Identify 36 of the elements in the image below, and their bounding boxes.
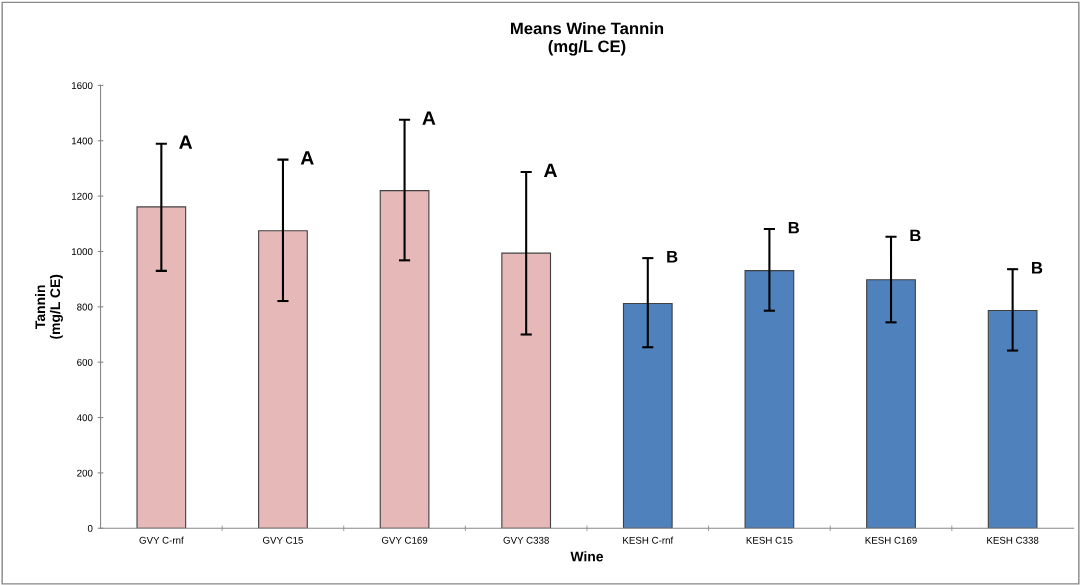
y-tick-label: 200 xyxy=(77,469,93,477)
annotation: B xyxy=(910,229,921,242)
annotation: B xyxy=(788,221,799,234)
annotation: B xyxy=(667,250,678,263)
y-tick-label: 400 xyxy=(76,414,93,422)
y-tick-label: 1400 xyxy=(72,137,93,145)
x-tick-label: KESH C169 xyxy=(865,536,917,544)
annotation: A xyxy=(300,151,314,165)
bar xyxy=(136,206,187,529)
bar xyxy=(987,309,1038,529)
x-tick-label: GVY C338 xyxy=(503,536,549,544)
bar xyxy=(622,302,673,529)
chart-title: Means Wine Tannin (mg/L CE) xyxy=(511,22,664,56)
bar xyxy=(866,279,916,529)
y-tick-label: 0 xyxy=(87,524,93,532)
x-axis-title: Wine xyxy=(570,551,604,562)
x-tick-label: KESH C15 xyxy=(746,536,793,544)
x-tick-label: KESH C-rnf xyxy=(623,536,674,544)
bar xyxy=(258,230,308,529)
annotation: A xyxy=(543,163,558,178)
annotation: A xyxy=(422,111,436,125)
y-tick-label: 1000 xyxy=(72,248,93,256)
y-tick-label: 1600 xyxy=(72,82,93,90)
y-tick-label: 1200 xyxy=(72,192,93,200)
annotation: A xyxy=(179,135,193,149)
y-tick-label: 600 xyxy=(77,358,93,366)
x-tick-label: KESH C338 xyxy=(987,536,1039,544)
y-axis-title: Tannin (mg/L CE) xyxy=(34,274,63,339)
bar xyxy=(501,252,552,529)
x-tick-label: GVY C169 xyxy=(381,536,428,544)
bar xyxy=(744,270,795,529)
y-tick-label: 800 xyxy=(77,303,93,311)
bar xyxy=(379,190,430,529)
x-tick-label: GVY C15 xyxy=(262,536,303,544)
x-tick-label: GVY C-rnf xyxy=(139,536,184,544)
annotation: B xyxy=(1032,262,1043,274)
